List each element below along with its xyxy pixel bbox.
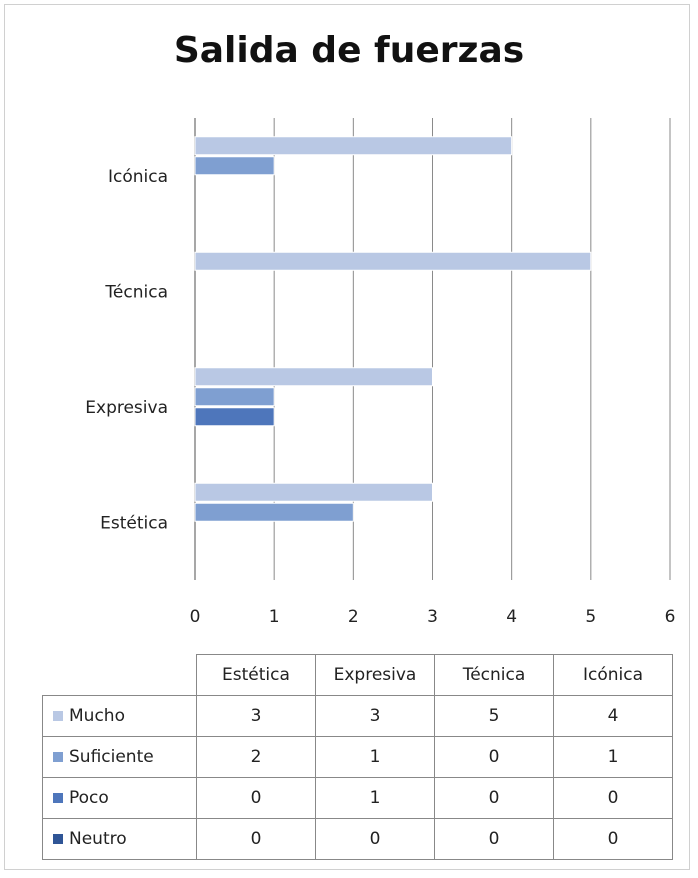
legend-entry: Poco — [42, 777, 197, 819]
series-name: Neutro — [69, 829, 127, 849]
table-cell: 0 — [196, 818, 316, 860]
legend-swatch — [53, 793, 63, 803]
table-cell: 0 — [434, 777, 554, 819]
x-tick-label: 2 — [348, 607, 359, 627]
table-cell: 0 — [196, 777, 316, 819]
chart-title: Salida de fuerzas — [173, 30, 525, 71]
table-cell: 2 — [196, 736, 316, 778]
table-cell: 0 — [553, 777, 673, 819]
table-cell: 1 — [315, 736, 435, 778]
legend-swatch — [53, 752, 63, 762]
data-table: Estética Expresiva Técnica Icónica Mucho 3 3 5… — [42, 654, 673, 860]
table-row: Neutro 0 0 0 0 — [42, 818, 673, 860]
legend-swatch — [53, 834, 63, 844]
x-tick-label: 4 — [506, 607, 517, 627]
legend-entry: Mucho — [42, 695, 197, 737]
bar — [194, 136, 513, 156]
table-row: Mucho 3 3 5 4 — [42, 695, 673, 737]
legend-entry: Suficiente — [42, 736, 197, 778]
table-column-header: Expresiva — [315, 654, 435, 696]
table-row: Suficiente 2 1 0 1 — [42, 736, 673, 778]
category-label: Icónica — [108, 167, 168, 187]
table-cell: 1 — [553, 736, 673, 778]
bar — [194, 407, 275, 427]
table-column-header: Estética — [196, 654, 316, 696]
legend-swatch — [53, 711, 63, 721]
x-tick-label: 1 — [269, 607, 280, 627]
bar — [194, 502, 354, 522]
x-tick-label: 6 — [665, 607, 676, 627]
bar — [194, 387, 275, 407]
table-cell: 5 — [434, 695, 554, 737]
bar — [194, 156, 275, 176]
table-cell: 0 — [315, 818, 435, 860]
table-corner — [42, 654, 197, 696]
series-name: Poco — [69, 788, 109, 808]
table-cell: 0 — [553, 818, 673, 860]
category-label: Técnica — [104, 282, 168, 302]
table-cell: 3 — [315, 695, 435, 737]
table-cell: 3 — [196, 695, 316, 737]
table-cell: 4 — [553, 695, 673, 737]
category-label: Expresiva — [85, 398, 168, 418]
bar — [194, 251, 592, 271]
series-name: Suficiente — [69, 747, 154, 767]
table-column-header: Icónica — [553, 654, 673, 696]
series-name: Mucho — [69, 706, 125, 726]
x-tick-label: 3 — [427, 607, 438, 627]
bar — [194, 482, 433, 502]
x-tick-label: 5 — [585, 607, 596, 627]
legend-entry: Neutro — [42, 818, 197, 860]
x-tick-label: 0 — [190, 607, 201, 627]
table-row: Poco 0 1 0 0 — [42, 777, 673, 819]
table-cell: 0 — [434, 818, 554, 860]
bar — [194, 367, 433, 387]
table-column-header: Técnica — [434, 654, 554, 696]
table-cell: 1 — [315, 777, 435, 819]
table-cell: 0 — [434, 736, 554, 778]
category-label: Estética — [100, 513, 168, 533]
